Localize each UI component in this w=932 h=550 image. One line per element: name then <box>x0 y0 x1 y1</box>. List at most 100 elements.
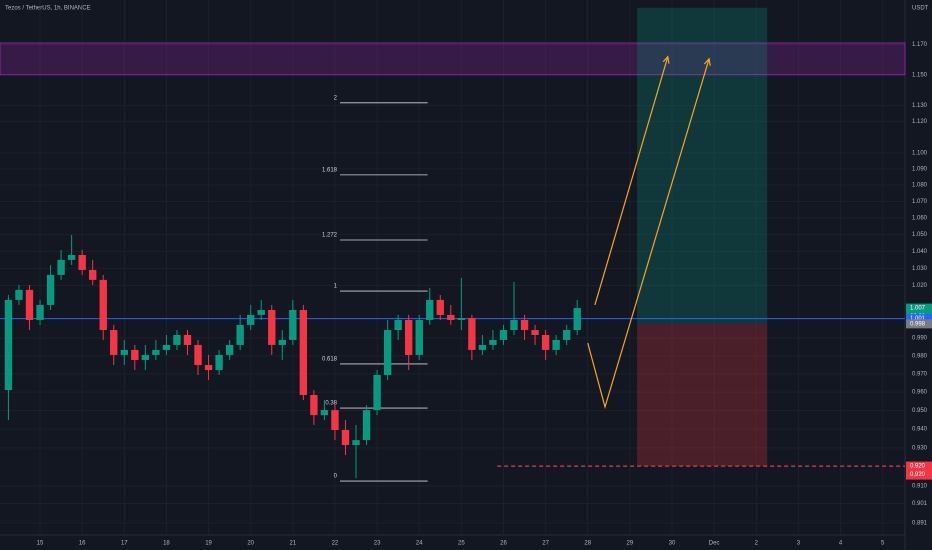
price-label-box <box>906 461 932 480</box>
fib-label: 1.272 <box>322 233 338 239</box>
candle-body <box>57 259 65 275</box>
candle-body <box>383 330 392 375</box>
candle-body <box>320 410 329 416</box>
candle-body <box>352 440 360 446</box>
y-tick-label: 0.950 <box>912 408 928 414</box>
position-stop <box>637 323 768 467</box>
x-tick-label: 5 <box>881 541 885 547</box>
price-label: 0.998 <box>910 321 926 327</box>
arrow <box>594 56 669 306</box>
candle-body <box>278 339 286 345</box>
candle-body <box>341 429 350 446</box>
x-tick-label: 20 <box>247 541 254 547</box>
candle-body <box>415 319 423 355</box>
y-tick-label: 1.120 <box>912 119 928 125</box>
candle-body <box>225 344 234 355</box>
candle-body <box>436 299 444 315</box>
candle-body <box>173 334 181 345</box>
y-tick-label: 0.960 <box>912 390 928 396</box>
x-tick-label: 15 <box>37 541 44 547</box>
candle-body <box>331 410 339 430</box>
x-tick-label: 26 <box>500 541 507 547</box>
x-tick-label: 4 <box>839 541 843 547</box>
candle-body <box>99 279 107 331</box>
candle-body <box>541 334 550 350</box>
candle-body <box>373 374 381 411</box>
y-tick-label: 1.150 <box>912 72 928 78</box>
x-tick-label: 27 <box>542 541 549 547</box>
fib-label: 2 <box>334 95 338 101</box>
x-tick-label: 18 <box>163 541 170 547</box>
chart-title: Tezos / TetherUS, 1h, BINANCE <box>5 6 91 12</box>
x-tick-label: Dec <box>709 541 720 547</box>
candle-body <box>478 344 487 350</box>
candle-body <box>257 310 265 315</box>
x-tick-label: 22 <box>332 541 339 547</box>
candle-body <box>247 314 255 325</box>
x-tick-label: 30 <box>669 541 676 547</box>
x-tick-label: 23 <box>374 541 381 547</box>
y-tick-label: 1.050 <box>912 232 928 238</box>
x-tick-label: 29 <box>627 541 634 547</box>
candle-body <box>268 310 276 345</box>
candle-body <box>25 289 34 320</box>
price-label: 1.007 <box>910 306 926 312</box>
candle-body <box>162 344 171 350</box>
x-tick-label: 2 <box>755 541 759 547</box>
candle-body <box>520 319 529 331</box>
price-label: 0.920 <box>910 472 926 478</box>
price-label: 1.001 <box>910 316 926 322</box>
y-tick-label: 1.100 <box>912 150 928 156</box>
y-tick-label: 1.130 <box>912 103 928 109</box>
candle-body <box>15 289 23 300</box>
x-tick-label: 24 <box>416 541 423 547</box>
candle-body <box>426 299 434 320</box>
candle-body <box>489 339 497 345</box>
y-tick-label: 0.891 <box>912 521 928 527</box>
candle-body <box>447 314 455 320</box>
candle-body <box>236 324 244 345</box>
y-tick-label: 0.910 <box>912 484 928 490</box>
y-tick-label: 0.970 <box>912 371 928 377</box>
price-label-box <box>906 319 932 329</box>
candle-body <box>394 319 402 331</box>
candle-body <box>67 254 76 260</box>
candle-body <box>362 410 371 441</box>
arrow-head <box>703 57 711 66</box>
candle-body <box>310 395 318 416</box>
fib-label: 0.618 <box>322 357 338 363</box>
y-tick-label: 0.980 <box>912 353 928 359</box>
candle-body <box>289 310 297 340</box>
y-tick-label: 1.040 <box>912 249 928 255</box>
candle-body <box>499 330 508 340</box>
position-target <box>637 7 768 324</box>
fib-label: 0.38 <box>325 401 337 407</box>
candle-body <box>4 299 13 391</box>
y-tick-label: 1.090 <box>912 167 928 173</box>
y-tick-label: 0.940 <box>912 427 928 433</box>
y-tick-label: 1.070 <box>912 199 928 205</box>
x-tick-label: 21 <box>289 541 296 547</box>
y-tick-label: 1.020 <box>912 283 928 289</box>
candle-body <box>573 308 581 331</box>
candle-body <box>531 330 539 335</box>
candle-body <box>141 354 150 360</box>
candle-body <box>204 365 213 371</box>
y-tick-label: 1.170 <box>912 42 928 48</box>
arrow <box>587 58 710 410</box>
candle-body <box>120 349 128 355</box>
price-label-box <box>906 314 932 324</box>
candle-body <box>215 354 223 371</box>
fib-label: 1.618 <box>322 167 338 173</box>
x-tick-label: 17 <box>121 541 128 547</box>
candle-body <box>152 349 160 355</box>
y-unit: USDT <box>912 6 929 12</box>
candle-body <box>89 269 97 280</box>
resistance-zone <box>0 42 906 76</box>
candle-body <box>404 319 413 355</box>
candle-body <box>299 310 308 396</box>
y-tick-label: 1.080 <box>912 183 928 189</box>
candle-body <box>194 344 202 366</box>
x-tick-label: 28 <box>584 541 591 547</box>
